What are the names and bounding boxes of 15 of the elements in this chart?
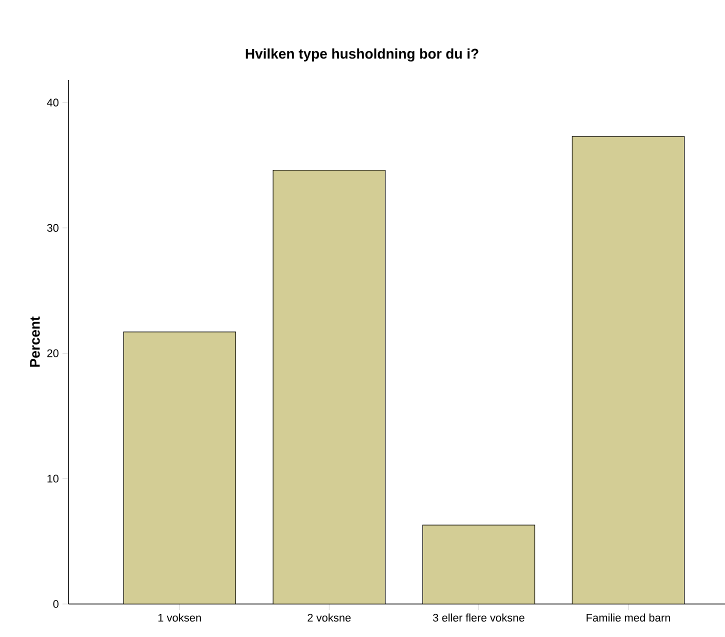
bar (422, 524, 536, 604)
x-tick-label: 3 eller flere voksne (432, 614, 524, 622)
y-tick-label: 10 (48, 474, 59, 483)
x-tick-label: 2 voksne (308, 614, 351, 622)
y-tick-label: 30 (47, 224, 59, 232)
y-tick-label: 0 (53, 600, 59, 608)
x-tick-label: 1 voksen (158, 614, 201, 622)
bar (272, 170, 386, 604)
y-axis-title: Percent (30, 316, 40, 367)
bar (123, 332, 236, 604)
x-tick-label: Familie med barn (586, 614, 670, 622)
chart-title: Hvilken type husholdning bor du i? (246, 48, 478, 62)
y-tick-label: 40 (46, 98, 59, 106)
bar (572, 136, 685, 604)
y-tick-label: 20 (47, 349, 59, 358)
